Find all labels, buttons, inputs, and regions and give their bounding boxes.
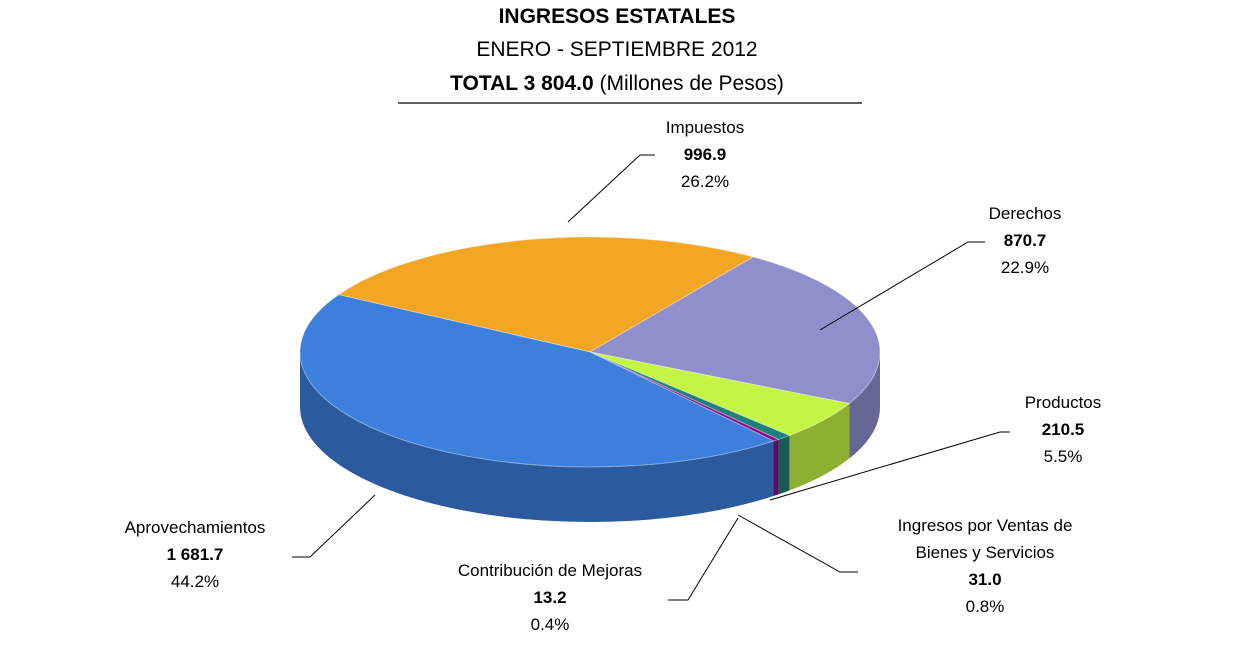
slice-label: Contribución de Mejoras 13.2 0.4% — [400, 557, 700, 638]
value-label: 996.9 — [683, 145, 727, 164]
value-label: 1 681.7 — [166, 545, 224, 564]
slice — [589, 351, 780, 442]
slice-label: Ingresos por Ventas de Bienes y Servicio… — [835, 512, 1135, 620]
percent-label: 26.2% — [680, 172, 730, 191]
category-name: Derechos — [988, 204, 1062, 223]
category-name: Ingresos por Ventas de Bienes y Servicio… — [897, 516, 1073, 562]
slice — [299, 294, 775, 468]
slice-side — [789, 403, 850, 491]
slice-label: Productos 210.5 5.5% — [963, 389, 1163, 470]
value-label: 13.2 — [533, 588, 567, 607]
slice-side — [773, 439, 779, 497]
slice-side — [849, 352, 880, 459]
slice-side — [778, 435, 790, 495]
category-name: Impuestos — [665, 118, 745, 137]
units: (Millones de Pesos) — [599, 72, 784, 95]
value-label: 210.5 — [1041, 420, 1085, 439]
slice-label: Aprovechamientos 1 681.7 44.2% — [70, 514, 320, 595]
value-label: 31.0 — [968, 570, 1002, 589]
leader-line — [668, 517, 739, 601]
value-label: 870.7 — [1003, 231, 1047, 250]
percent-label: 0.8% — [965, 597, 1005, 616]
slice — [589, 351, 791, 440]
chart-subtitle: ENERO - SEPTIEMBRE 2012 — [476, 38, 758, 61]
percent-label: 44.2% — [170, 572, 220, 591]
slice — [589, 351, 851, 437]
category-name: Contribución de Mejoras — [457, 561, 643, 580]
leader-line — [819, 241, 985, 331]
leader-line — [737, 514, 858, 573]
slice-label: Derechos 870.7 22.9% — [925, 200, 1125, 281]
percent-label: 0.4% — [530, 615, 570, 634]
total-line: TOTAL 3 804.0 (Millones de Pesos) — [0, 72, 1234, 96]
total: TOTAL 3 804.0 — [450, 72, 594, 95]
percent-label: 22.9% — [1000, 258, 1050, 277]
category-name: Productos — [1024, 393, 1102, 412]
slice — [588, 256, 881, 405]
chart-title: INGRESOS ESTATALES — [498, 5, 736, 28]
leader-line — [769, 431, 1010, 501]
category-name: Aprovechamientos — [124, 518, 266, 537]
percent-label: 5.5% — [1043, 447, 1083, 466]
leader-line — [567, 154, 655, 223]
slice-label: Impuestos 996.9 26.2% — [605, 114, 805, 195]
slice-side — [300, 352, 774, 522]
leader-line — [292, 494, 376, 558]
slice — [337, 236, 755, 353]
